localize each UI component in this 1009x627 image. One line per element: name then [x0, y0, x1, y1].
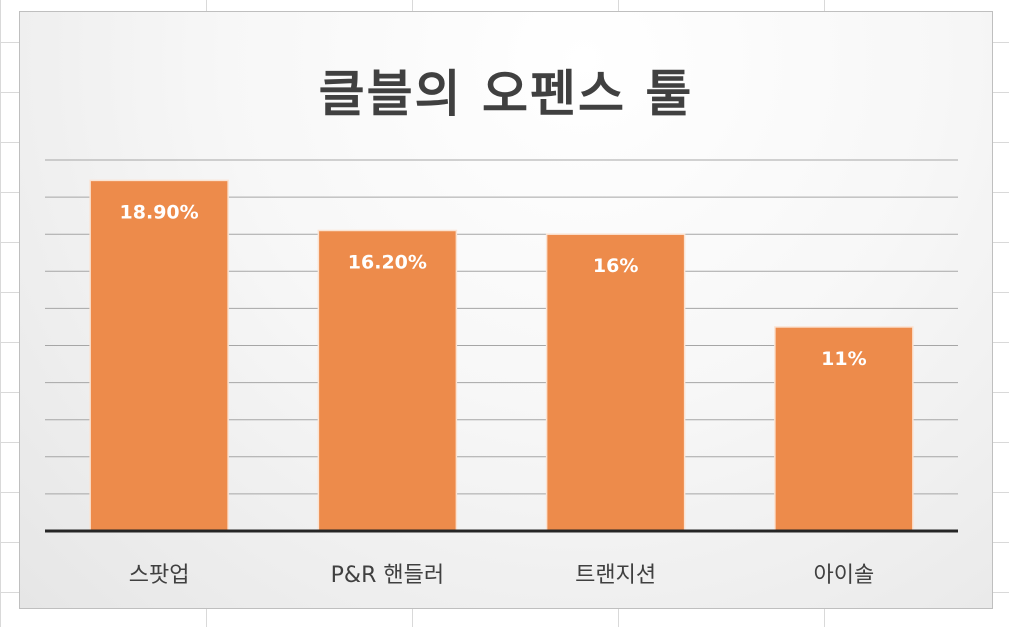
data-label: 11% [821, 348, 866, 370]
bars [89, 179, 914, 532]
category-label: 트랜지션 [575, 563, 656, 588]
data-label: 18.90% [120, 201, 199, 223]
category-label: P&R 핸들러 [331, 563, 444, 588]
bar[interactable] [774, 326, 914, 532]
bar-chart-plot: 18.90% 16.20% 16% 11% 스팟업 P&R 핸들러 트랜지션 아이솔 [45, 159, 958, 588]
data-labels: 18.90% 16.20% 16% 11% [120, 201, 867, 370]
chart-title: 클블의 오펜스 툴 [318, 65, 694, 123]
bar[interactable] [89, 179, 229, 532]
category-label: 아이솔 [814, 563, 875, 588]
category-labels: 스팟업 P&R 핸들러 트랜지션 아이솔 [129, 563, 874, 588]
bar[interactable] [317, 229, 458, 532]
chart-area[interactable]: 클블의 오펜스 툴 18.90% 16.20% 16% 11% 스팟업 P&R 핸들러 트… [19, 11, 993, 609]
category-label: 스팟업 [129, 563, 190, 588]
data-label: 16% [593, 255, 638, 277]
data-label: 16.20% [348, 251, 427, 273]
bar[interactable] [545, 233, 686, 532]
